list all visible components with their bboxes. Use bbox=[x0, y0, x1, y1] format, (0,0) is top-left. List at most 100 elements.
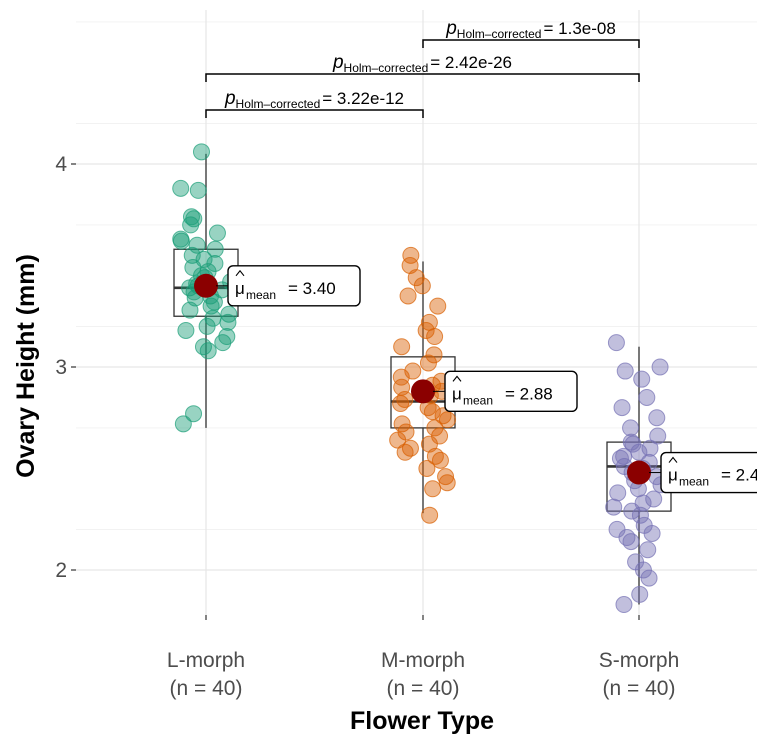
comparison-bracket: pHolm–corrected = 1.3e-08 bbox=[422, 18, 640, 48]
mean-value: = 2.88 bbox=[505, 384, 553, 403]
data-point bbox=[393, 338, 411, 356]
data-point bbox=[423, 403, 441, 421]
data-point bbox=[648, 409, 666, 427]
data-point bbox=[198, 317, 216, 335]
data-point bbox=[613, 399, 631, 417]
data-point bbox=[426, 419, 444, 437]
bracket-line bbox=[422, 39, 640, 48]
data-point bbox=[413, 277, 431, 295]
comparison-bracket: pHolm–corrected = 2.42e-26 bbox=[205, 52, 640, 82]
data-point bbox=[431, 451, 449, 469]
means bbox=[194, 273, 651, 485]
p-value-label: pHolm–corrected = 2.42e-26 bbox=[332, 52, 512, 75]
data-point bbox=[188, 236, 206, 254]
data-point bbox=[392, 395, 410, 413]
data-point bbox=[633, 370, 651, 388]
data-point bbox=[631, 585, 649, 603]
data-point bbox=[607, 334, 625, 352]
mean-value: = 2.48 bbox=[721, 466, 757, 485]
data-point bbox=[182, 216, 200, 234]
mean-hat bbox=[452, 375, 462, 382]
mean-symbol: μ bbox=[452, 384, 462, 403]
data-point bbox=[389, 431, 407, 449]
data-point bbox=[426, 328, 444, 346]
data-point bbox=[609, 484, 627, 502]
mean-subscript: mean bbox=[246, 288, 276, 302]
data-point bbox=[396, 443, 414, 461]
data-point bbox=[640, 569, 658, 587]
x-tick-label: L-morph bbox=[167, 649, 245, 672]
mean-label-box bbox=[227, 265, 361, 307]
p-value-label: pHolm–corrected = 1.3e-08 bbox=[445, 18, 616, 41]
x-tick-count: (n = 40) bbox=[170, 677, 243, 700]
mean-label: μ mean = 2.88 bbox=[433, 370, 578, 413]
data-point bbox=[437, 468, 455, 486]
y-tick-label: 2 bbox=[55, 559, 67, 582]
mean-subscript: mean bbox=[679, 475, 709, 489]
mean-point bbox=[627, 460, 651, 485]
y-tick-label: 4 bbox=[55, 153, 67, 176]
mean-hat bbox=[235, 269, 245, 277]
mean-value: = 3.40 bbox=[288, 279, 336, 298]
data-point bbox=[172, 232, 190, 250]
mean-label-box bbox=[660, 451, 757, 494]
bracket-line bbox=[205, 109, 424, 118]
data-point bbox=[615, 596, 633, 614]
data-point bbox=[622, 533, 640, 551]
data-point bbox=[421, 506, 439, 524]
x-tick-count: (n = 40) bbox=[387, 677, 460, 700]
data-point bbox=[208, 224, 226, 242]
data-point bbox=[641, 439, 659, 457]
data-point bbox=[429, 297, 447, 315]
data-point bbox=[438, 411, 456, 429]
data-point bbox=[214, 334, 232, 352]
data-point bbox=[638, 388, 656, 406]
data-point bbox=[418, 460, 436, 477]
x-tick-count: (n = 40) bbox=[603, 677, 676, 700]
mean-point bbox=[411, 379, 435, 404]
data-point bbox=[185, 405, 203, 423]
data-point bbox=[616, 362, 634, 380]
data-point bbox=[417, 321, 435, 339]
data-point bbox=[393, 415, 411, 433]
data-point bbox=[419, 354, 437, 372]
data-point bbox=[174, 415, 192, 433]
x-axis-title: Flower Type bbox=[350, 707, 494, 735]
data-point bbox=[424, 480, 442, 498]
mean-point bbox=[194, 273, 218, 298]
data-point bbox=[623, 502, 641, 520]
significance-brackets: pHolm–corrected = 1.3e-08 pHolm–corrected =… bbox=[205, 18, 640, 118]
y-axis-title: Ovary Height (mm) bbox=[12, 254, 40, 478]
data-point bbox=[643, 524, 661, 542]
data-point bbox=[631, 506, 649, 524]
mean-hat bbox=[668, 456, 678, 463]
data-point bbox=[645, 490, 663, 508]
axes: 2 3 4 L-morph (n = 40) M-morph (n = 40) S-morph… bbox=[55, 153, 679, 700]
data-point bbox=[199, 342, 217, 360]
data-point bbox=[622, 419, 640, 437]
data-point bbox=[192, 143, 210, 161]
mean-symbol: μ bbox=[235, 279, 245, 298]
data-point bbox=[438, 474, 456, 492]
data-point bbox=[605, 498, 623, 516]
y-tick-label: 3 bbox=[55, 356, 67, 379]
data-point bbox=[181, 301, 199, 319]
comparison-bracket: pHolm–corrected = 3.22e-12 bbox=[205, 88, 424, 118]
data-point bbox=[206, 240, 224, 258]
mean-label: μ mean = 3.40 bbox=[216, 265, 361, 307]
x-tick-label: S-morph bbox=[599, 649, 680, 672]
data-point bbox=[639, 541, 657, 559]
mean-subscript: mean bbox=[463, 393, 493, 407]
bracket-line bbox=[205, 73, 640, 82]
mean-label-box bbox=[444, 370, 578, 413]
p-value-label: pHolm–corrected = 3.22e-12 bbox=[224, 88, 404, 111]
x-tick-label: M-morph bbox=[381, 649, 465, 672]
mean-symbol: μ bbox=[668, 466, 678, 485]
data-point bbox=[172, 179, 190, 197]
data-point bbox=[177, 321, 195, 339]
data-point bbox=[611, 449, 629, 467]
data-point bbox=[189, 181, 207, 199]
